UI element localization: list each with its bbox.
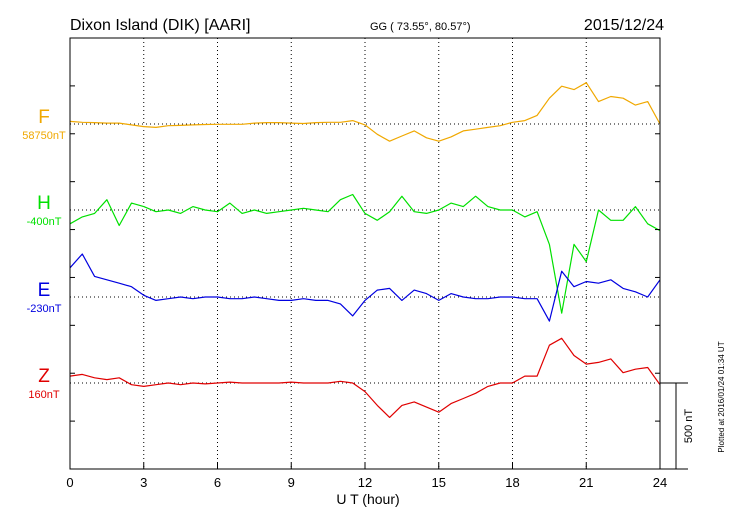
x-tick-label: 21 <box>579 475 593 490</box>
baseline-value-z: 160nT <box>28 389 59 401</box>
plotted-timestamp: Plotted at 2016/01/24 01:34 UT <box>717 341 726 452</box>
x-axis-ticks: 0 3 6 9 12 15 18 21 24 <box>66 85 667 490</box>
component-label-f: F <box>38 107 50 128</box>
x-tick-label: 9 <box>288 475 295 490</box>
scale-bar-label: 500 nT <box>683 409 695 444</box>
x-tick-label: 15 <box>432 475 446 490</box>
x-tick-label: 24 <box>653 475 667 490</box>
x-tick-label: 12 <box>358 475 372 490</box>
grid-lines <box>70 38 660 469</box>
scale-bar: 500 nT <box>660 382 695 470</box>
baseline-value-h: -400nT <box>27 216 62 228</box>
component-labels: F 58750nT H -400nT E -230nT Z 160nT <box>22 107 66 401</box>
x-tick-label: 6 <box>214 475 221 490</box>
traces <box>69 82 661 418</box>
series-line-e <box>69 253 661 322</box>
coordinates-label: GG ( 73.55°, 80.57°) <box>370 21 471 33</box>
date-label: 2015/12/24 <box>584 17 664 34</box>
component-label-h: H <box>37 193 51 214</box>
series-line-z <box>69 337 661 418</box>
x-tick-label: 3 <box>140 475 147 490</box>
component-label-z: Z <box>38 366 50 387</box>
station-title: Dixon Island (DIK) [AARI] <box>70 17 251 34</box>
series-line-h <box>69 193 661 314</box>
x-axis-title: U T (hour) <box>336 491 399 507</box>
x-tick-label: 18 <box>505 475 519 490</box>
baseline-value-f: 58750nT <box>22 130 66 142</box>
series-line-f <box>69 82 661 142</box>
baseline-value-e: -230nT <box>27 303 62 315</box>
x-tick-label: 0 <box>66 475 73 490</box>
component-label-e: E <box>38 280 51 301</box>
